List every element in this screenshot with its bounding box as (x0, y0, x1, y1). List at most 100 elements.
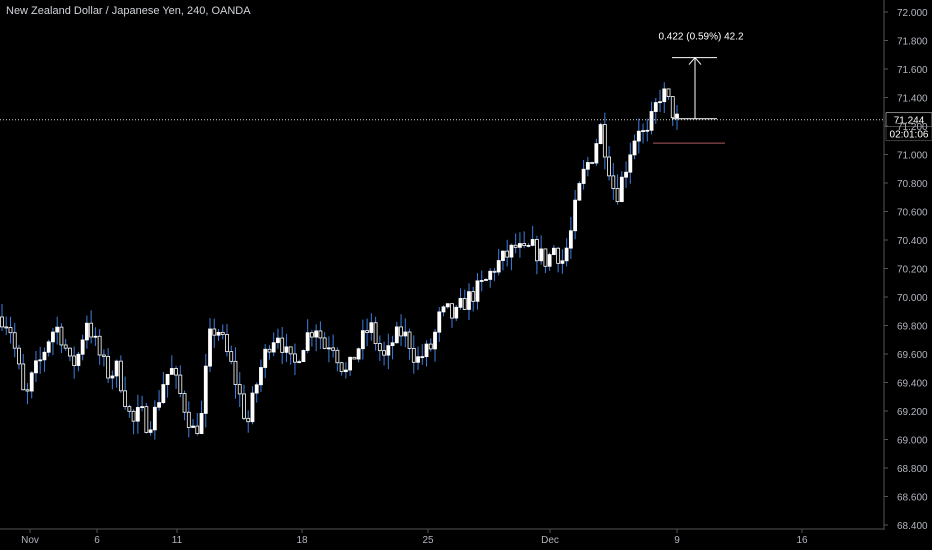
candle-body (305, 332, 310, 351)
candle-body (110, 375, 115, 379)
candle-body (135, 407, 140, 422)
candle-body (488, 270, 493, 280)
candle-body (471, 291, 476, 302)
y-tick-label: 71.200 (897, 122, 928, 133)
candle-body (560, 260, 565, 264)
candle-body (458, 298, 463, 308)
candle-body (76, 353, 81, 366)
y-tick-label: 70.000 (897, 293, 928, 304)
candle-body (203, 365, 208, 414)
x-axis: Nov 6 11 18 25 Dec 9 16 (0, 528, 884, 546)
candle-body (632, 140, 637, 156)
candle-body (148, 429, 153, 433)
candle-body (195, 425, 200, 435)
y-tick-label: 70.400 (897, 236, 928, 247)
candle-body (0, 316, 4, 328)
candle-body (450, 303, 454, 319)
candle-body (484, 279, 488, 281)
candle-body (161, 384, 166, 404)
candle-body (662, 88, 667, 103)
candle-body (335, 349, 340, 364)
candle-body (89, 322, 94, 338)
y-tick-label: 70.800 (897, 179, 928, 190)
candle-body (157, 402, 161, 408)
candle-body (280, 337, 285, 353)
x-tick-label: 11 (172, 535, 183, 546)
candle-body (186, 411, 191, 428)
candle-body (675, 113, 679, 119)
candle-body (17, 347, 21, 365)
candle-body (29, 372, 34, 392)
candle-body (437, 311, 442, 333)
candle-body (263, 348, 268, 368)
candle-body (276, 337, 280, 344)
candle-body (12, 332, 17, 349)
candle-body (360, 330, 365, 350)
candle-body (403, 331, 408, 337)
x-tick-label: 25 (422, 535, 434, 546)
chart-title: New Zealand Dollar / Japanese Yen, 240, … (6, 5, 251, 17)
candle-body (118, 360, 123, 392)
candle-body (386, 345, 391, 356)
candle-body (229, 351, 234, 362)
candle-body (46, 341, 51, 353)
x-tick-label: Nov (21, 535, 39, 546)
y-tick-label: 71.000 (897, 151, 928, 162)
countdown-box (885, 126, 932, 142)
candle-body (152, 406, 157, 431)
candle-body (594, 143, 599, 164)
candle-body (518, 243, 522, 248)
countdown-label: 02:01:06 (890, 130, 929, 141)
candle-body (208, 328, 212, 367)
candle-body (254, 384, 259, 394)
y-tick-label: 69.600 (897, 350, 928, 361)
candle-body (505, 250, 510, 258)
candle-body (513, 244, 518, 248)
candle-body (670, 96, 675, 119)
candle-body (339, 362, 344, 373)
candle-body (191, 425, 195, 428)
last-price-label: 71.244 (894, 116, 925, 127)
candle-body (72, 355, 77, 366)
candle-body (144, 406, 149, 433)
candle-body (467, 291, 471, 310)
candle-body (246, 417, 251, 423)
candle-body (420, 356, 425, 359)
price-line-layer: 71.244 02:01:06 (0, 112, 932, 142)
candle-body (271, 342, 276, 353)
candle-body (590, 162, 594, 164)
candle-body (475, 280, 480, 302)
candle-body (59, 326, 64, 346)
candles-layer (0, 82, 679, 440)
candle-body (496, 260, 501, 273)
candle-body (526, 244, 531, 247)
candle-body (479, 280, 484, 282)
candle-body (284, 346, 289, 353)
candle-body (462, 298, 467, 310)
candle-body (348, 356, 353, 371)
y-tick-label: 69.200 (897, 407, 928, 418)
candle-body (636, 130, 641, 142)
candle-body (547, 254, 552, 267)
candle-body (182, 393, 187, 413)
y-tick-label: 70.200 (897, 265, 928, 276)
y-tick-label: 69.800 (897, 322, 928, 333)
candle-body (127, 406, 132, 412)
candle-body (4, 326, 9, 329)
candle-body (97, 335, 102, 356)
candle-body (666, 88, 671, 97)
candle-body (424, 343, 429, 358)
candle-body (607, 156, 611, 177)
candle-body (382, 350, 386, 356)
candle-body (501, 250, 505, 261)
candle-body (369, 322, 374, 333)
candle-body (611, 175, 616, 189)
candle-body (641, 130, 645, 133)
candle-body (8, 327, 13, 334)
candle-body (169, 368, 174, 375)
candle-body (101, 354, 106, 357)
candle-body (433, 331, 437, 350)
candle-body (568, 230, 573, 249)
candle-body (63, 344, 68, 349)
